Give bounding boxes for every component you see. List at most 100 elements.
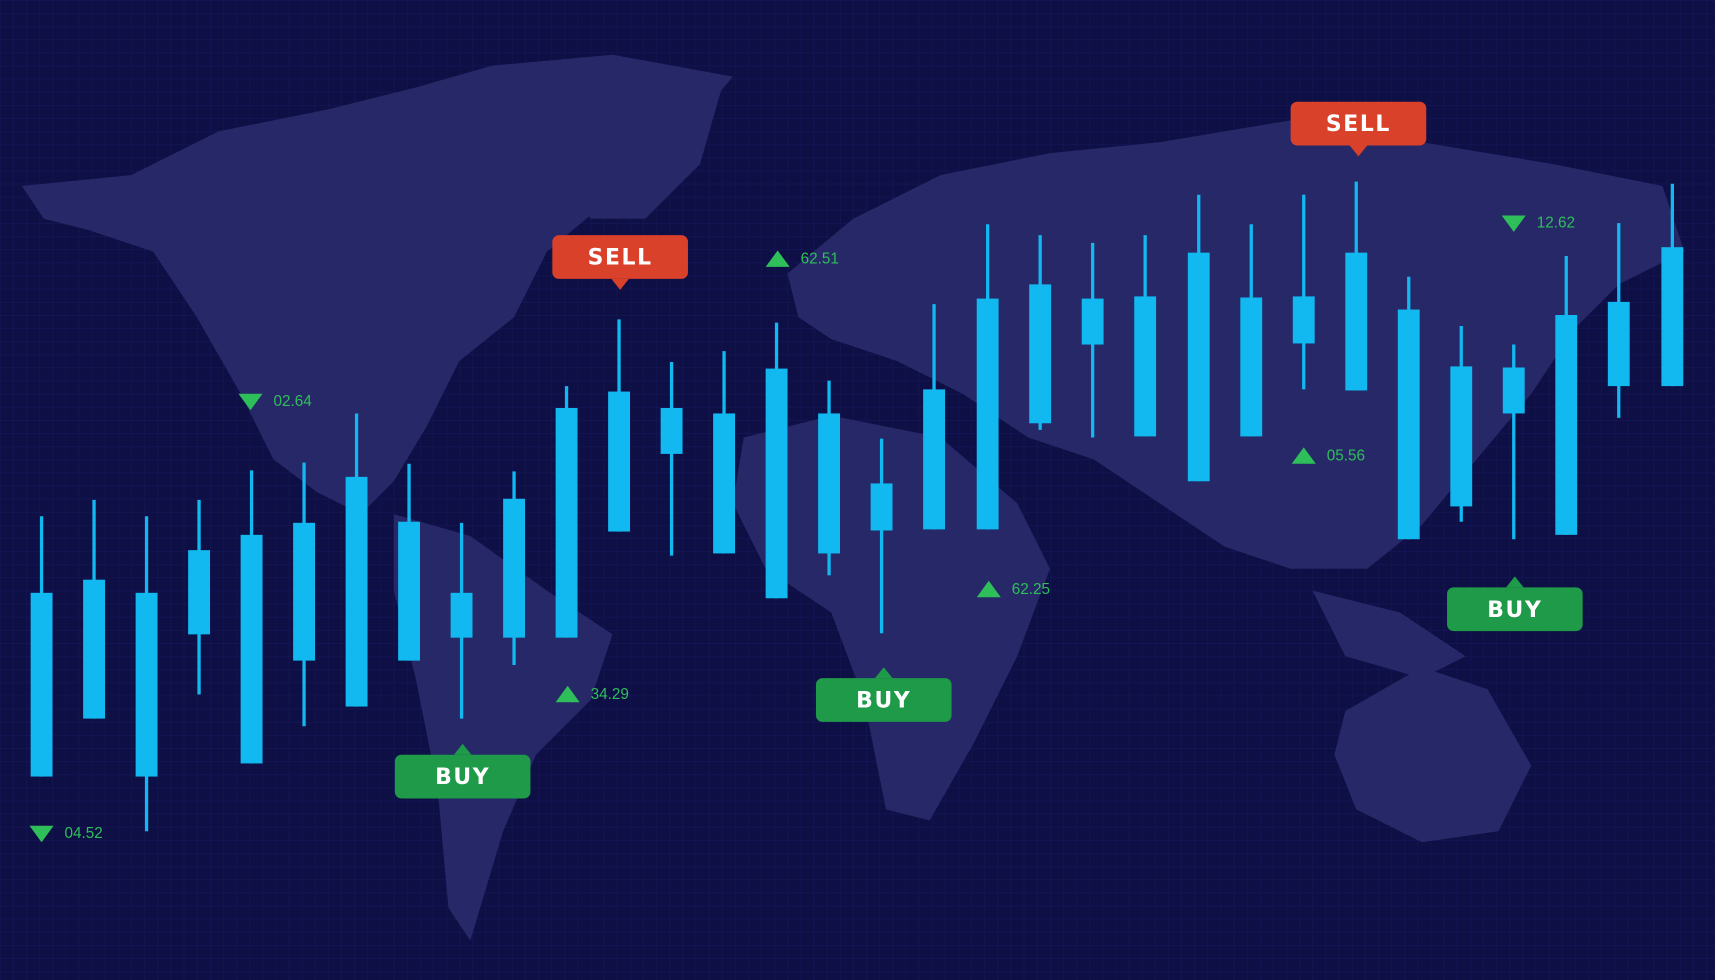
tag-box — [1290, 101, 1427, 146]
indonesia — [1312, 590, 1466, 679]
candle-body — [1240, 297, 1263, 437]
candle-body — [870, 483, 893, 531]
candle — [1134, 235, 1157, 437]
signal-tag: BUY — [815, 667, 952, 722]
signal-tags: SELL SELL BUY BUY BUY — [394, 101, 1583, 799]
candle — [83, 499, 105, 719]
candle — [188, 499, 210, 695]
candle — [1240, 224, 1263, 437]
ticker-arrow — [555, 685, 580, 703]
ticker: 34.29 — [555, 685, 629, 703]
candle-body — [450, 592, 473, 638]
tag-pointer — [1506, 576, 1524, 588]
africa — [732, 415, 1050, 821]
candles — [30, 181, 1684, 832]
candle-body — [608, 391, 630, 532]
candle-body — [555, 407, 578, 638]
candle — [608, 319, 630, 532]
north-america — [21, 54, 733, 515]
tag-pointer — [611, 278, 629, 290]
candle-body — [713, 413, 735, 554]
tag-label: BUY — [435, 765, 490, 790]
candle — [30, 516, 53, 777]
ticker-arrow — [1291, 447, 1316, 464]
candle-body — [818, 413, 840, 554]
candle — [503, 471, 525, 665]
ticker-arrow — [976, 580, 1001, 598]
candle — [135, 516, 158, 832]
candle-body — [765, 368, 788, 599]
candle — [1555, 255, 1578, 535]
tag-label: BUY — [1487, 598, 1542, 623]
ticker-value: 05.56 — [1327, 448, 1365, 465]
candle-body — [1081, 298, 1104, 345]
signal-tag: SELL — [1290, 101, 1427, 157]
candle-body — [1555, 315, 1578, 535]
candle-body — [1450, 366, 1473, 507]
ticker-arrow — [765, 250, 790, 267]
ticker: 04.52 — [29, 825, 103, 843]
ticker-arrow — [238, 393, 263, 411]
tag-pointer — [875, 667, 893, 679]
candle-body — [503, 498, 525, 638]
candle — [1187, 194, 1210, 482]
ticker-arrow — [29, 825, 54, 843]
candle — [660, 362, 683, 556]
ticker: 05.56 — [1291, 447, 1365, 465]
greenland — [525, 65, 722, 219]
ticker-value: 12.62 — [1537, 215, 1575, 232]
ticker-value: 02.64 — [273, 393, 312, 410]
candle — [713, 351, 735, 554]
australia — [1334, 667, 1532, 843]
ticker-value: 04.52 — [65, 825, 103, 842]
candle-body — [30, 592, 53, 777]
candle — [765, 322, 788, 599]
candle-body — [240, 534, 263, 764]
ticker: 12.62 — [1501, 215, 1575, 232]
candle-body — [188, 550, 210, 635]
ticker: 62.25 — [976, 580, 1050, 598]
tag-label: BUY — [856, 689, 911, 714]
candle-body — [1397, 309, 1420, 540]
tag-box — [552, 235, 688, 279]
candle-body — [83, 579, 105, 719]
candle — [923, 304, 945, 530]
candle-body — [398, 521, 420, 661]
candle-body — [1029, 284, 1052, 424]
candle — [555, 386, 578, 638]
candle — [818, 380, 840, 576]
candle-body — [345, 476, 368, 707]
candle — [976, 224, 999, 530]
ticker: 02.64 — [238, 393, 312, 411]
candle-body — [1502, 367, 1525, 414]
candle — [398, 463, 420, 661]
candle-body — [1661, 247, 1684, 387]
tag-box — [1447, 587, 1583, 632]
signal-tag: SELL — [552, 235, 688, 290]
tag-pointer — [1349, 145, 1368, 157]
candle — [1397, 276, 1420, 540]
candle-body — [1345, 252, 1368, 391]
candle-body — [976, 298, 999, 530]
candle-body — [1187, 252, 1210, 482]
candle — [1502, 344, 1525, 540]
candle — [1081, 242, 1104, 438]
candle-body — [1292, 296, 1315, 344]
candle-body — [660, 407, 683, 454]
tag-label: SELL — [588, 246, 653, 271]
candle — [870, 438, 893, 634]
candle — [1450, 325, 1473, 522]
signal-tag: BUY — [394, 743, 531, 799]
candle — [345, 413, 368, 707]
ticker-arrow — [1501, 215, 1526, 232]
tag-pointer — [453, 743, 472, 755]
candle — [1661, 183, 1684, 387]
ticker-value: 62.51 — [801, 251, 839, 268]
candle — [1292, 194, 1315, 390]
tickers: 62.51 12.62 02.64 05.56 62.25 34.29 04.52 — [29, 215, 1575, 843]
candle — [450, 522, 473, 719]
candle-body — [135, 592, 158, 777]
candle — [240, 470, 263, 764]
